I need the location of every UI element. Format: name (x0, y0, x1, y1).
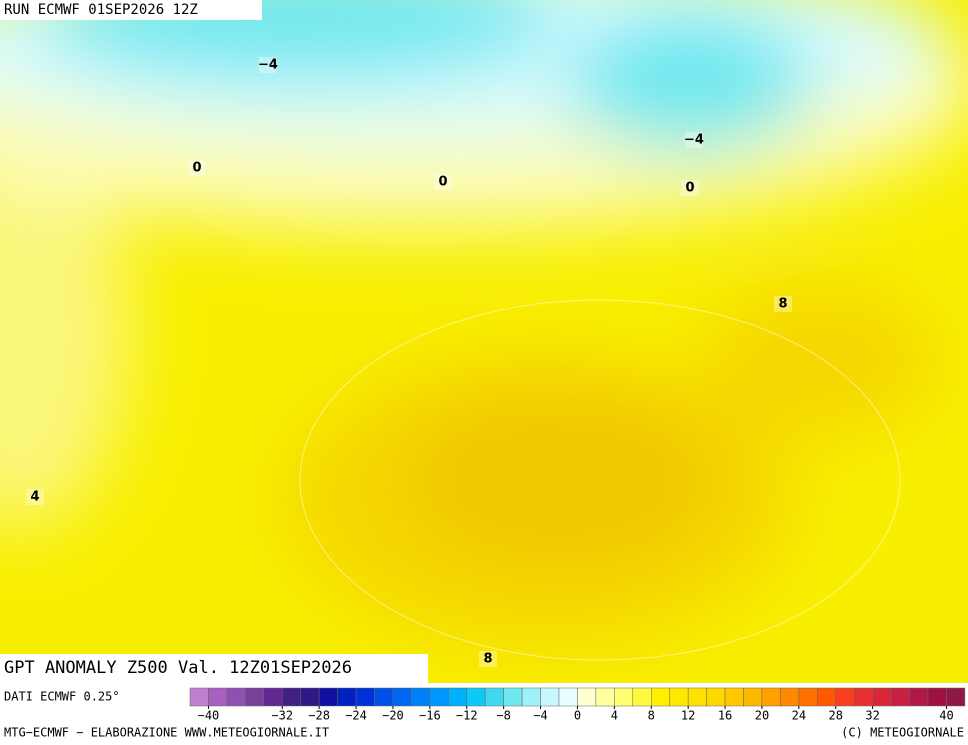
copyright-label: (C) METEOGIORNALE (841, 726, 964, 740)
colorbar-box (484, 687, 504, 707)
colorbar-label: −24 (345, 709, 367, 723)
colorbar-label: 40 (939, 709, 953, 723)
header-box (0, 0, 262, 20)
colorbar-label: 12 (681, 709, 695, 723)
colorbar-box (300, 687, 320, 707)
colorbar: −40 −32 −28 −24 −20 −16 −12 −8 −4 0 4 8 12 16 20 24 28 32… (189, 687, 966, 723)
title-box (0, 654, 428, 683)
contour-label-bg (685, 132, 703, 148)
colorbar-label: 0 (574, 709, 581, 723)
colorbar-box (798, 687, 818, 707)
contour-label: 4 (30, 490, 39, 505)
colorbar-box (189, 687, 209, 707)
colorbar-box (835, 687, 855, 707)
map-title: GPT ANOMALY Z500 Val. 12Z01SEP2026 (4, 658, 352, 678)
colorbar-box (669, 687, 689, 707)
colorbar-box (909, 687, 929, 707)
colorbar-box (282, 687, 301, 707)
colorbar-box (337, 687, 357, 707)
colorbar-box (503, 687, 523, 707)
contour-label-bg (681, 180, 699, 196)
colorbar-label: 28 (829, 709, 843, 723)
contour-label-bg (434, 174, 452, 190)
colorbar-box (761, 687, 781, 707)
colorbar-label: 16 (718, 709, 732, 723)
colorbar-box (706, 687, 726, 707)
colorbar-box (466, 687, 486, 707)
colorbar-box (927, 687, 947, 707)
colorbar-label: −4 (533, 709, 547, 723)
colorbar-box (245, 687, 265, 707)
colorbar-box (872, 687, 892, 707)
colorbar-label: 24 (792, 709, 806, 723)
colorbar-box (890, 687, 910, 707)
colorbar-box (614, 687, 634, 707)
colorbar-box (724, 687, 744, 707)
contour-label: −4 (684, 133, 704, 148)
colorbar-label: −8 (496, 709, 510, 723)
colorbar-box (392, 687, 412, 707)
colorbar-box (595, 687, 615, 707)
contour-label: 0 (192, 161, 201, 176)
colorbar-box (946, 687, 966, 707)
colorbar-box (208, 687, 228, 707)
colorbar-label: −20 (382, 709, 404, 723)
contour-label: 0 (438, 175, 447, 190)
colorbar-box (817, 687, 836, 707)
contour-label: 8 (483, 652, 492, 667)
colorbar-box (411, 687, 431, 707)
colorbar-label: −12 (456, 709, 478, 723)
contour-label: 8 (778, 297, 787, 312)
colorbar-box (226, 687, 246, 707)
colorbar-box (743, 687, 763, 707)
colorbar-box (687, 687, 707, 707)
contour-label: 0 (685, 181, 694, 196)
contour-label-bg (259, 57, 277, 73)
colorbar-label: −16 (419, 709, 441, 723)
source-label: DATI ECMWF 0.25° (4, 690, 120, 704)
contour-labels: −4 0 0 −4 0 8 4 8 (26, 57, 792, 667)
contour-label-bg (26, 489, 44, 505)
contour-label-bg (774, 296, 792, 312)
colorbar-box (521, 687, 541, 707)
colorbar-box (448, 687, 467, 707)
contour-label-bg (479, 651, 497, 667)
credit-label: MTG−ECMWF − ELABORAZIONE WWW.METEOGIORNA… (4, 726, 329, 740)
colorbar-box (558, 687, 578, 707)
colorbar-box (632, 687, 652, 707)
contour-label: −4 (258, 58, 278, 73)
colorbar-label: 4 (611, 709, 618, 723)
colorbar-label: −40 (198, 709, 220, 723)
colorbar-box (651, 687, 670, 707)
colorbar-box (540, 687, 560, 707)
colorbar-label: 8 (648, 709, 655, 723)
colorbar-box (318, 687, 338, 707)
colorbar-label: −28 (308, 709, 330, 723)
colorbar-label: 20 (755, 709, 769, 723)
colorbar-box (577, 687, 597, 707)
colorbar-box (374, 687, 394, 707)
run-label: RUN ECMWF 01SEP2026 12Z (4, 2, 198, 18)
colorbar-box (429, 687, 449, 707)
colorbar-box (780, 687, 800, 707)
colorbar-box (853, 687, 873, 707)
colorbar-box (355, 687, 375, 707)
colorbar-box (263, 687, 283, 707)
colorbar-label: −32 (271, 709, 293, 723)
contour-label-bg (188, 160, 206, 176)
map-field (0, 0, 968, 683)
colorbar-label: 32 (865, 709, 879, 723)
